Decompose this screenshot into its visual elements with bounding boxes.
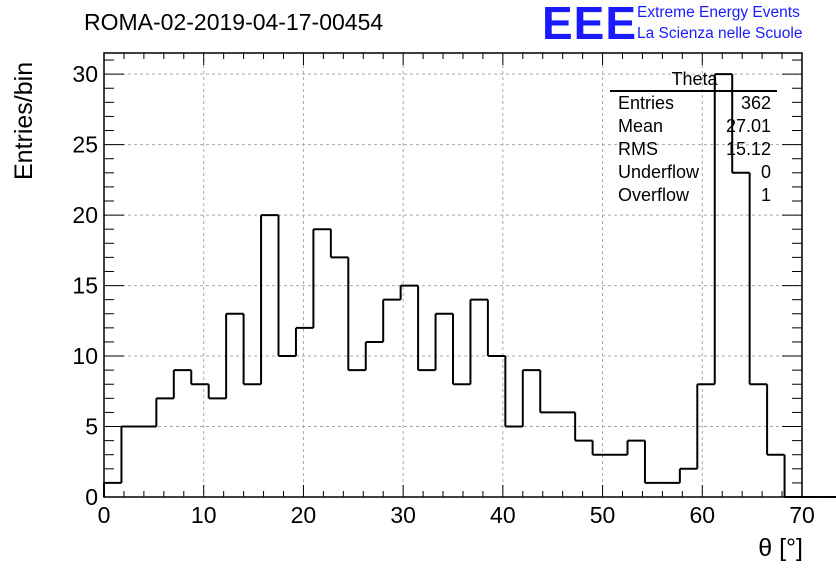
logo-line-1: Extreme Energy Events	[637, 4, 800, 21]
stat-value: 15.12	[725, 139, 771, 159]
y-tick-label: 25	[72, 132, 98, 158]
y-tick-label: 0	[85, 484, 98, 510]
x-tick-label: 10	[191, 502, 217, 528]
stat-label: Underflow	[618, 162, 700, 182]
histogram-bin	[260, 214, 279, 385]
histogram-bin	[155, 397, 174, 427]
x-tick-label: 40	[490, 502, 516, 528]
stat-label: Mean	[618, 116, 664, 136]
histogram-bin	[469, 298, 488, 385]
x-tick-label: 20	[291, 502, 317, 528]
plot-frame	[103, 52, 803, 498]
histogram-bin	[172, 369, 192, 399]
histogram-bin	[225, 312, 244, 399]
stat-label: RMS	[618, 139, 658, 159]
histogram-bin	[486, 299, 506, 358]
histogram-bin	[643, 440, 663, 484]
histogram-bin	[766, 384, 785, 456]
x-tick-label: 30	[390, 502, 416, 528]
y-tick-label: 30	[72, 61, 98, 87]
histogram-bin	[434, 312, 453, 371]
histogram-bin	[574, 412, 593, 442]
x-tick-label: 50	[590, 502, 616, 528]
stat-value: 362	[740, 93, 771, 113]
stat-label: Overflow	[618, 185, 690, 205]
histogram-bin	[190, 370, 209, 386]
x-axis-label: θ [°]	[758, 534, 803, 562]
y-tick-label: 10	[72, 343, 98, 369]
histogram-bin	[417, 285, 436, 372]
histogram-bin	[678, 467, 698, 483]
stat-label: Entries	[618, 93, 675, 113]
histogram-bin	[504, 356, 523, 428]
histogram-bin	[294, 326, 314, 357]
histogram-bin	[521, 369, 541, 427]
x-tick-label: 70	[789, 502, 815, 528]
histogram-bin	[347, 257, 366, 372]
eee-logo: EEE	[542, 0, 638, 49]
stat-row-underflow: Underflow 0	[610, 161, 777, 184]
histogram-bin	[591, 440, 611, 456]
stat-value: 1	[760, 185, 771, 205]
histogram-bin	[748, 172, 768, 386]
histogram-bin	[399, 284, 419, 300]
x-tick-label: 60	[689, 502, 715, 528]
histogram-bin	[452, 313, 471, 386]
stat-value: 0	[760, 162, 771, 182]
stat-row-rms: RMS 15.12	[610, 138, 777, 161]
y-tick-label: 20	[72, 202, 98, 228]
histogram-bin	[539, 370, 558, 414]
histogram-bin	[103, 481, 122, 497]
logo-line-2: La Scienza nelle Scuole	[637, 25, 803, 42]
histogram-bin	[242, 313, 262, 386]
histogram-bin	[120, 425, 139, 483]
stats-title: Theta	[610, 68, 777, 92]
x-tick-label: 0	[98, 502, 111, 528]
stat-value: 27.01	[725, 116, 771, 136]
histogram-bin	[696, 383, 715, 469]
y-tick-label: 5	[85, 414, 98, 440]
stats-box: Theta Entries 362 Mean 27.01 RMS 15.12 U…	[610, 68, 777, 207]
histogram-bin	[364, 340, 384, 371]
stat-row-mean: Mean 27.01	[610, 115, 777, 138]
histogram-bin	[329, 229, 349, 259]
run-title: ROMA-02-2019-04-17-00454	[84, 9, 384, 35]
histogram-bin	[713, 73, 733, 385]
histogram-bin	[207, 384, 227, 400]
stat-row-overflow: Overflow 1	[610, 184, 777, 207]
histogram-bin	[277, 215, 296, 358]
histogram-bin	[783, 454, 802, 498]
histogram-bin	[626, 439, 645, 455]
histogram-bin	[312, 228, 331, 328]
stat-row-entries: Entries 362	[610, 92, 777, 115]
histogram-bin	[382, 298, 401, 342]
y-tick-label: 15	[72, 273, 98, 299]
y-axis-label: Entries/bin	[10, 62, 38, 180]
